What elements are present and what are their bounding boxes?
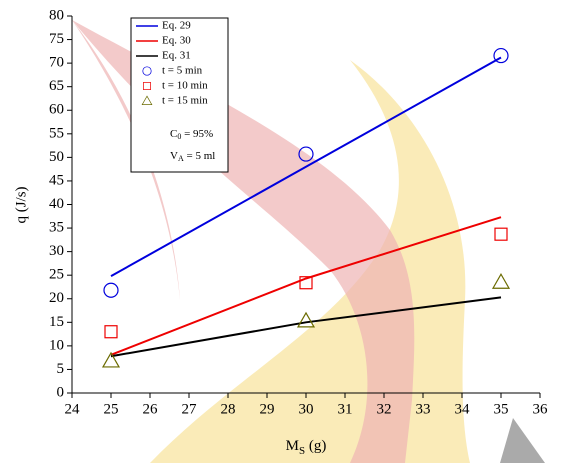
x-tick-label: 33 (416, 401, 431, 417)
y-tick-label: 60 (49, 102, 64, 118)
series-line (110, 216, 502, 356)
x-tick-label: 27 (182, 401, 198, 417)
y-tick-label: 25 (49, 267, 64, 283)
marker (299, 276, 313, 290)
marker (298, 146, 314, 162)
x-tick-label: 35 (494, 401, 509, 417)
y-tick-label: 75 (49, 31, 64, 47)
legend-label: Eq. 30 (162, 35, 191, 47)
marker (296, 311, 316, 328)
y-tick-label: 55 (49, 125, 64, 141)
y-axis-label: q (J/s) (13, 186, 29, 223)
y-tick-label: 30 (49, 243, 64, 259)
legend-label: Eq. 31 (162, 50, 191, 62)
legend-label: Eq. 29 (162, 20, 191, 32)
series-line (110, 296, 502, 358)
y-tick-label: 50 (49, 149, 64, 165)
legend-label: t = 10 min (162, 80, 208, 92)
y-tick-label: 65 (49, 78, 64, 94)
x-axis-label: MS (g) (286, 438, 327, 456)
marker (103, 282, 119, 298)
y-tick-label: 15 (49, 314, 64, 330)
x-tick-label: 36 (533, 401, 549, 417)
marker (491, 273, 511, 289)
x-tick-label: 26 (143, 401, 159, 417)
legend-label: t = 15 min (162, 95, 208, 107)
legend-box (130, 17, 229, 173)
marker (141, 95, 153, 105)
annotation: VA = 5 ml (170, 150, 215, 163)
y-tick-label: 10 (49, 337, 64, 353)
y-tick-label: 70 (49, 55, 64, 71)
marker (142, 66, 152, 76)
y-tick-label: 5 (57, 361, 65, 377)
x-tick-label: 28 (221, 401, 236, 417)
y-tick-label: 0 (57, 384, 65, 400)
background-decoration (72, 20, 545, 463)
y-tick-label: 35 (49, 220, 64, 236)
x-tick-label: 24 (65, 401, 81, 417)
x-tick-label: 31 (338, 401, 353, 417)
y-tick-label: 80 (49, 7, 64, 23)
x-tick-label: 29 (260, 401, 275, 417)
marker (494, 227, 508, 241)
y-tick-label: 40 (49, 196, 64, 212)
x-tick-label: 25 (104, 401, 119, 417)
annotation: C0 = 95% (170, 128, 213, 141)
x-tick-label: 30 (299, 401, 314, 417)
series-line (110, 56, 502, 278)
marker (104, 325, 118, 339)
y-tick-label: 45 (49, 172, 64, 188)
legend-label: t = 5 min (162, 65, 203, 77)
x-tick-label: 34 (455, 401, 471, 417)
marker (143, 82, 151, 90)
y-tick-label: 20 (49, 290, 64, 306)
marker (101, 351, 121, 368)
legend: C0 = 95% VA = 5 ml Eq. 29 Eq. 30 Eq. 31 t =… (136, 20, 215, 163)
x-tick-label: 32 (377, 401, 392, 417)
marker (493, 47, 509, 64)
